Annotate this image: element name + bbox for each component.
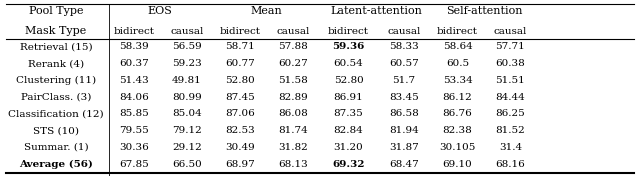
Text: bidirect: bidirect bbox=[328, 27, 369, 36]
Text: 58.71: 58.71 bbox=[225, 42, 255, 51]
Text: 58.33: 58.33 bbox=[389, 42, 419, 51]
Text: 68.13: 68.13 bbox=[278, 160, 308, 169]
Text: Pool Type: Pool Type bbox=[29, 6, 83, 16]
Text: 86.76: 86.76 bbox=[443, 109, 472, 118]
Text: 52.80: 52.80 bbox=[225, 76, 255, 85]
Text: 31.20: 31.20 bbox=[333, 143, 364, 152]
Text: 58.64: 58.64 bbox=[443, 42, 472, 51]
Text: 87.06: 87.06 bbox=[225, 109, 255, 118]
Text: Classification (12): Classification (12) bbox=[8, 109, 104, 118]
Text: 82.53: 82.53 bbox=[225, 126, 255, 135]
Text: 60.77: 60.77 bbox=[225, 59, 255, 68]
Text: 85.04: 85.04 bbox=[172, 109, 202, 118]
Text: 51.43: 51.43 bbox=[119, 76, 148, 85]
Text: 81.74: 81.74 bbox=[278, 126, 308, 135]
Text: STS (10): STS (10) bbox=[33, 126, 79, 135]
Text: Latent-attention: Latent-attention bbox=[330, 6, 422, 16]
Text: 86.58: 86.58 bbox=[389, 109, 419, 118]
Text: 86.25: 86.25 bbox=[495, 109, 525, 118]
Text: 66.50: 66.50 bbox=[172, 160, 202, 169]
Text: 82.38: 82.38 bbox=[443, 126, 472, 135]
Text: Retrieval (15): Retrieval (15) bbox=[20, 42, 92, 51]
Text: Clustering (11): Clustering (11) bbox=[16, 76, 96, 85]
Text: 60.5: 60.5 bbox=[446, 59, 469, 68]
Text: 51.7: 51.7 bbox=[392, 76, 415, 85]
Text: 82.89: 82.89 bbox=[278, 93, 308, 102]
Text: 31.87: 31.87 bbox=[389, 143, 419, 152]
Text: 51.58: 51.58 bbox=[278, 76, 308, 85]
Text: 87.35: 87.35 bbox=[333, 109, 364, 118]
Text: 84.44: 84.44 bbox=[495, 93, 525, 102]
Text: causal: causal bbox=[493, 27, 527, 36]
Text: causal: causal bbox=[170, 27, 204, 36]
Text: bidirect: bidirect bbox=[437, 27, 478, 36]
Text: 68.97: 68.97 bbox=[225, 160, 255, 169]
Text: PairClass. (3): PairClass. (3) bbox=[21, 93, 91, 102]
Text: 30.105: 30.105 bbox=[440, 143, 476, 152]
Text: 81.94: 81.94 bbox=[389, 126, 419, 135]
Text: Average (56): Average (56) bbox=[19, 160, 93, 169]
Text: 87.45: 87.45 bbox=[225, 93, 255, 102]
Text: 30.36: 30.36 bbox=[119, 143, 148, 152]
Text: 80.99: 80.99 bbox=[172, 93, 202, 102]
Text: 67.85: 67.85 bbox=[119, 160, 148, 169]
Text: 29.12: 29.12 bbox=[172, 143, 202, 152]
Text: 58.39: 58.39 bbox=[119, 42, 148, 51]
Text: 79.12: 79.12 bbox=[172, 126, 202, 135]
Text: Mean: Mean bbox=[251, 6, 282, 16]
Text: 69.32: 69.32 bbox=[332, 160, 365, 169]
Text: 30.49: 30.49 bbox=[225, 143, 255, 152]
Text: 68.16: 68.16 bbox=[495, 160, 525, 169]
Text: EOS: EOS bbox=[148, 6, 173, 16]
Text: 60.27: 60.27 bbox=[278, 59, 308, 68]
Text: 31.4: 31.4 bbox=[499, 143, 522, 152]
Text: 60.38: 60.38 bbox=[495, 59, 525, 68]
Text: Self-attention: Self-attention bbox=[445, 6, 522, 16]
Text: 59.23: 59.23 bbox=[172, 59, 202, 68]
Text: bidirect: bidirect bbox=[220, 27, 260, 36]
Text: 57.71: 57.71 bbox=[495, 42, 525, 51]
Text: causal: causal bbox=[387, 27, 420, 36]
Text: 85.85: 85.85 bbox=[119, 109, 148, 118]
Text: 60.57: 60.57 bbox=[389, 59, 419, 68]
Text: 60.37: 60.37 bbox=[119, 59, 148, 68]
Text: 84.06: 84.06 bbox=[119, 93, 148, 102]
Text: 68.47: 68.47 bbox=[389, 160, 419, 169]
Text: bidirect: bidirect bbox=[113, 27, 154, 36]
Text: 53.34: 53.34 bbox=[443, 76, 472, 85]
Text: Mask Type: Mask Type bbox=[26, 26, 86, 36]
Text: 60.54: 60.54 bbox=[333, 59, 364, 68]
Text: 86.91: 86.91 bbox=[333, 93, 364, 102]
Text: 81.52: 81.52 bbox=[495, 126, 525, 135]
Text: Summar. (1): Summar. (1) bbox=[24, 143, 88, 152]
Text: 79.55: 79.55 bbox=[119, 126, 148, 135]
Text: 56.59: 56.59 bbox=[172, 42, 202, 51]
Text: 69.10: 69.10 bbox=[443, 160, 472, 169]
Text: 52.80: 52.80 bbox=[333, 76, 364, 85]
Text: Rerank (4): Rerank (4) bbox=[28, 59, 84, 68]
Text: 57.88: 57.88 bbox=[278, 42, 308, 51]
Text: 49.81: 49.81 bbox=[172, 76, 202, 85]
Text: 51.51: 51.51 bbox=[495, 76, 525, 85]
Text: 31.82: 31.82 bbox=[278, 143, 308, 152]
Text: 82.84: 82.84 bbox=[333, 126, 364, 135]
Text: 86.08: 86.08 bbox=[278, 109, 308, 118]
Text: 59.36: 59.36 bbox=[332, 42, 365, 51]
Text: causal: causal bbox=[276, 27, 310, 36]
Text: 86.12: 86.12 bbox=[443, 93, 472, 102]
Text: 83.45: 83.45 bbox=[389, 93, 419, 102]
